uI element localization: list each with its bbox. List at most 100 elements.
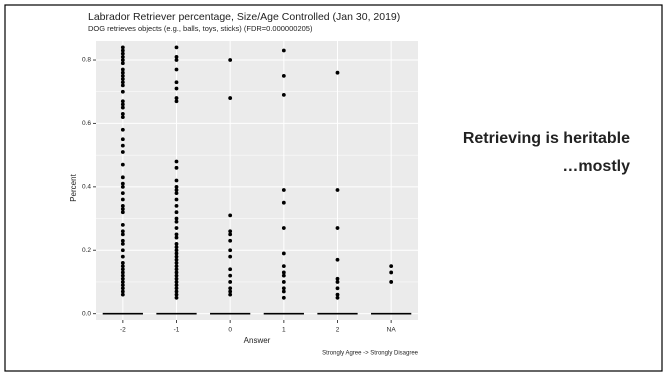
outlier-point xyxy=(120,203,125,208)
outlier-point xyxy=(335,292,340,297)
annotation: …mostly xyxy=(562,158,630,175)
outlier-point xyxy=(228,280,233,284)
outlier-point xyxy=(174,226,179,230)
outlier-point xyxy=(228,232,233,237)
outlier-point xyxy=(174,235,179,240)
outlier-point xyxy=(281,251,286,256)
outlier-point xyxy=(174,58,179,62)
outlier-point xyxy=(174,276,179,281)
outlier-point xyxy=(174,280,179,284)
y-tick-label: 0.4 xyxy=(82,184,91,191)
outlier-point xyxy=(281,273,286,278)
outlier-point xyxy=(174,197,179,202)
outlier-point xyxy=(120,58,125,62)
outlier-point xyxy=(120,150,125,154)
outlier-point xyxy=(120,210,125,215)
outlier-point xyxy=(120,264,125,269)
outlier-point xyxy=(174,232,179,237)
outlier-point xyxy=(174,216,179,221)
outlier-point xyxy=(174,219,179,224)
y-tick-label: 0.8 xyxy=(82,57,91,64)
outlier-point xyxy=(120,89,125,94)
outlier-point xyxy=(228,289,233,294)
outlier-point xyxy=(174,251,179,256)
outlier-point xyxy=(120,242,125,246)
outlier-point xyxy=(174,264,179,269)
outlier-point xyxy=(174,242,179,246)
y-tick-label: 0.6 xyxy=(82,120,91,127)
outlier-point xyxy=(174,203,179,208)
outlier-point xyxy=(228,273,233,278)
outlier-point xyxy=(120,45,125,50)
outlier-point xyxy=(120,73,125,78)
outlier-point xyxy=(228,292,233,297)
x-tick-label: NA xyxy=(387,327,397,334)
outlier-point xyxy=(174,159,179,164)
outlier-point xyxy=(174,254,179,259)
outlier-point xyxy=(120,127,125,132)
outlier-point xyxy=(335,226,340,230)
outlier-point xyxy=(281,264,286,269)
outlier-point xyxy=(174,248,179,253)
y-tick-label: 0.2 xyxy=(82,247,91,254)
outlier-point xyxy=(120,229,125,234)
outlier-point xyxy=(335,276,340,281)
outlier-point xyxy=(120,137,125,142)
outlier-point xyxy=(281,200,286,205)
outlier-point xyxy=(120,175,125,180)
outlier-point xyxy=(120,48,125,53)
outlier-point xyxy=(228,248,233,253)
outlier-point xyxy=(120,184,125,189)
chart-title: Labrador Retriever percentage, Size/Age … xyxy=(88,11,400,23)
outlier-point xyxy=(281,226,286,230)
outlier-point xyxy=(281,286,286,291)
x-tick-label: 1 xyxy=(282,327,286,334)
outlier-point xyxy=(120,80,125,85)
outlier-point xyxy=(120,238,125,243)
outlier-point xyxy=(120,222,125,227)
outlier-point xyxy=(120,115,125,119)
outlier-point xyxy=(120,181,125,186)
outlier-point xyxy=(120,105,125,110)
outlier-point xyxy=(335,295,340,300)
outlier-point xyxy=(120,254,125,259)
outlier-point xyxy=(335,280,340,284)
outlier-point xyxy=(120,83,125,88)
outlier-point xyxy=(120,273,125,278)
outlier-point xyxy=(335,70,340,75)
outlier-point xyxy=(335,257,340,262)
outlier-point xyxy=(120,248,125,253)
x-tick-label: 0 xyxy=(228,327,232,334)
outlier-point xyxy=(174,292,179,297)
outlier-point xyxy=(389,264,394,269)
outlier-point xyxy=(228,238,233,243)
outlier-point xyxy=(120,292,125,297)
outlier-point xyxy=(174,270,179,275)
outlier-point xyxy=(120,261,125,265)
x-axis-label: Answer xyxy=(244,336,271,345)
chart-subtitle: DOG retrieves objects (e.g., balls, toys… xyxy=(88,24,313,33)
outlier-point xyxy=(120,51,125,56)
outlier-point xyxy=(228,213,233,218)
outlier-point xyxy=(120,102,125,107)
outlier-point xyxy=(120,143,125,148)
outlier-point xyxy=(120,162,125,167)
outlier-point xyxy=(228,267,233,272)
outlier-point xyxy=(120,191,125,196)
outlier-point xyxy=(174,245,179,249)
outlier-point xyxy=(389,270,394,275)
x-tick-label: -2 xyxy=(120,327,126,334)
outlier-point xyxy=(174,210,179,215)
outlier-point xyxy=(174,286,179,291)
outlier-point xyxy=(174,178,179,183)
x-tick-label: -1 xyxy=(174,327,180,334)
outlier-point xyxy=(174,283,179,288)
outlier-point xyxy=(174,54,179,59)
outlier-point xyxy=(281,48,286,53)
outlier-point xyxy=(120,207,125,211)
outlier-point xyxy=(281,92,286,97)
plot-panel xyxy=(96,41,418,320)
outlier-point xyxy=(120,280,125,284)
outlier-point xyxy=(174,289,179,294)
outlier-point xyxy=(174,191,179,196)
